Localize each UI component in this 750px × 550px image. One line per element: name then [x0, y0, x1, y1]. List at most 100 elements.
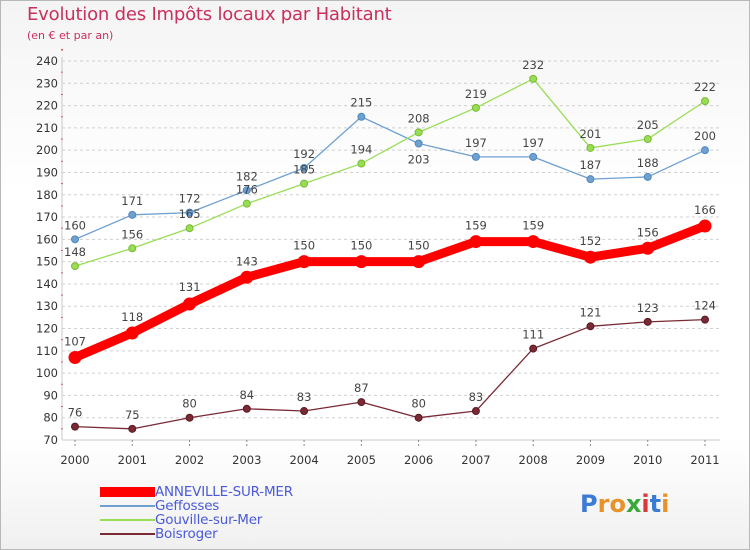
data-label: 80 [411, 397, 426, 411]
data-label: 208 [408, 111, 430, 125]
data-label: 188 [637, 156, 659, 170]
x-tick-label: 2009 [576, 453, 605, 467]
data-point [529, 152, 538, 161]
data-label: 194 [350, 143, 372, 157]
data-point [185, 224, 194, 233]
chart-subtitle: (en € et par an) [27, 29, 114, 42]
proxiti-logo: Proxiti [580, 490, 669, 518]
data-point [185, 208, 194, 217]
chart-title: Evolution des Impôts locaux par Habitant [27, 4, 392, 25]
series-line-boisroger [74, 318, 706, 430]
logo-letter: i [641, 490, 650, 518]
y-tick-label: 120 [36, 322, 58, 336]
data-point [71, 422, 79, 431]
x-tick-label: 2011 [690, 453, 719, 467]
data-point [641, 241, 655, 255]
y-tick-label: 140 [36, 277, 58, 291]
logo-letter: P [580, 490, 598, 518]
legend-label: Gouville-sur-Mer [155, 512, 263, 528]
x-tick-label: 2002 [175, 453, 204, 467]
y-tick-label: 170 [36, 210, 58, 224]
data-label: 197 [522, 136, 544, 150]
y-tick-label: 100 [36, 366, 58, 380]
data-label: 165 [179, 207, 201, 221]
data-point [643, 135, 652, 144]
series-line-geffosses [74, 116, 706, 241]
data-point [643, 172, 652, 181]
data-label: 176 [236, 183, 258, 197]
data-label: 150 [293, 239, 315, 253]
data-point [357, 398, 366, 407]
data-label: 192 [293, 147, 315, 161]
data-label: 156 [637, 225, 659, 239]
data-label: 111 [522, 328, 544, 342]
data-label: 232 [522, 58, 544, 72]
y-tick-label: 90 [43, 388, 58, 402]
data-point [185, 413, 194, 422]
data-label: 107 [64, 335, 86, 349]
y-tick-label: 200 [36, 143, 58, 157]
data-point [357, 112, 366, 121]
data-point [412, 255, 426, 269]
y-tick-labels: 70 80 90 100 110 120 130 140 150 160 170 180 190 200 2… [36, 54, 58, 447]
data-point [469, 235, 483, 249]
x-tick-label: 2008 [519, 453, 548, 467]
x-tick-label: 2001 [118, 453, 147, 467]
series-line-anneville-sur-mer [70, 221, 710, 363]
data-point [297, 255, 311, 269]
legend-swatch [100, 533, 155, 535]
data-point [71, 262, 79, 271]
series-layer [68, 74, 712, 433]
legend-swatch [100, 519, 155, 521]
logo-letter: o [609, 490, 626, 518]
y-tick-label: 130 [36, 299, 58, 313]
x-tick-label: 2007 [461, 453, 490, 467]
data-point [701, 97, 709, 106]
series-line-gouville-sur-mer [74, 78, 706, 267]
data-point [300, 179, 309, 188]
data-label: 80 [182, 397, 197, 411]
data-point [526, 235, 540, 249]
data-point [242, 404, 251, 413]
data-label: 83 [297, 390, 312, 404]
legend-swatch [100, 505, 155, 507]
data-label: 75 [125, 408, 140, 422]
data-point [529, 74, 538, 83]
y-tick-label: 230 [36, 76, 58, 90]
data-point [357, 159, 366, 168]
data-label: 150 [408, 239, 430, 253]
data-label: 215 [350, 96, 372, 110]
y-tick-label: 160 [36, 232, 58, 246]
data-point [414, 139, 423, 148]
data-point [701, 315, 709, 324]
y-tick-label: 70 [43, 433, 58, 447]
x-tick-label: 2003 [232, 453, 261, 467]
legend-label: Boisroger [155, 526, 218, 542]
data-point [128, 210, 137, 219]
data-point [300, 164, 309, 173]
data-label: 159 [522, 219, 544, 233]
data-label: 123 [637, 301, 659, 315]
data-point [471, 152, 480, 161]
data-point [586, 322, 595, 331]
data-point [414, 128, 423, 137]
data-label: 121 [579, 305, 601, 319]
y-tick-label: 180 [36, 188, 58, 202]
data-label: 187 [579, 158, 601, 172]
data-point [698, 219, 712, 233]
data-label: 203 [408, 152, 430, 166]
data-label: 84 [239, 388, 254, 402]
data-label: 166 [694, 203, 716, 217]
data-point [643, 317, 652, 326]
data-point [242, 186, 251, 195]
data-label: 172 [179, 192, 201, 206]
legend-swatch [100, 487, 155, 497]
y-tick-label: 80 [43, 411, 58, 425]
logo-letter: t [649, 490, 662, 518]
data-point [125, 326, 139, 340]
data-point [529, 344, 538, 353]
data-label: 160 [64, 218, 86, 232]
data-point [128, 424, 137, 433]
